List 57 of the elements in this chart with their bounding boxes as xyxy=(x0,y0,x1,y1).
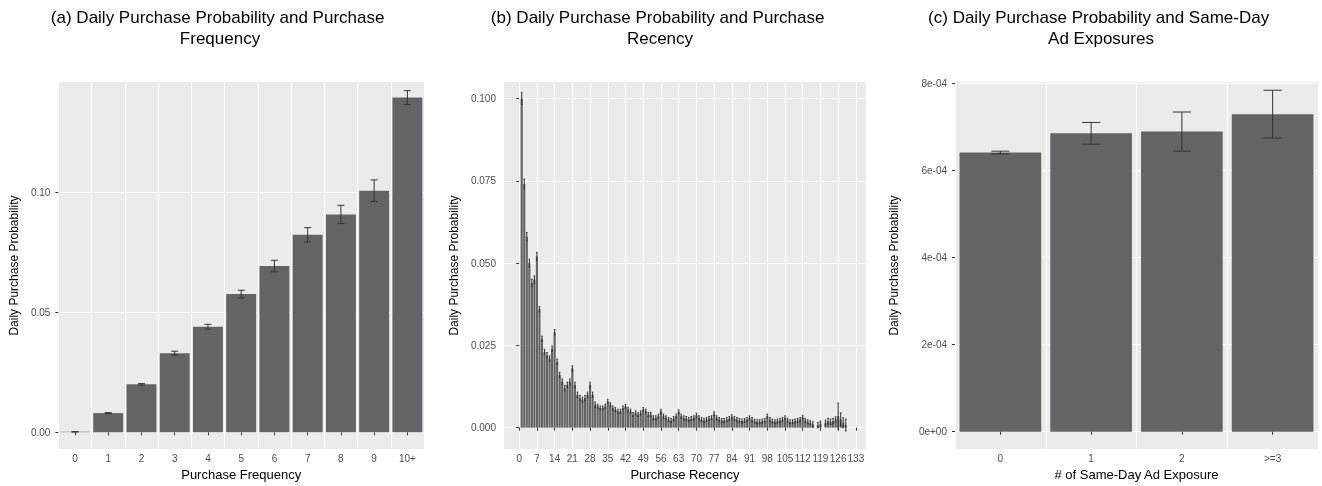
x-tick-label: 8 xyxy=(338,452,345,464)
x-tick-label: 70 xyxy=(690,452,703,464)
chart-title: (a) Daily Purchase Probability and Purchase Frequency xyxy=(50,8,390,48)
y-axis-title: Daily Purchase Probability xyxy=(447,195,461,336)
chart-title: (c) Daily Purchase Probability and Same-Day Ad Exposures xyxy=(928,8,1274,48)
x-tick-label: 84 xyxy=(726,452,738,464)
x-tick-label: 0 xyxy=(72,452,79,464)
x-tick-label: 3 xyxy=(171,452,178,464)
x-tick-label: 7 xyxy=(534,452,541,464)
chart-title: (b) Daily Purchase Probability and Purchase Recency xyxy=(490,8,830,48)
x-tick-label: 9 xyxy=(371,452,378,464)
x-tick-label: 98 xyxy=(761,452,774,464)
y-tick-label: 0.050 xyxy=(470,257,497,269)
x-tick-label: 126 xyxy=(829,452,847,464)
y-tick-label: 0.10 xyxy=(30,186,51,198)
x-axis-title: Purchase Recency xyxy=(630,467,741,482)
y-tick-label: 8e-04 xyxy=(921,78,948,90)
x-tick-label: 91 xyxy=(743,452,756,464)
y-tick-label: 0.075 xyxy=(470,175,497,187)
y-tick-label: 0.00 xyxy=(30,426,51,438)
x-tick-label: 2 xyxy=(138,452,145,464)
x-tick-label: 49 xyxy=(637,452,650,464)
y-tick-label: 0.025 xyxy=(470,339,497,351)
x-tick-label: 0 xyxy=(997,452,1004,464)
y-tick-label: 0.05 xyxy=(30,306,51,318)
y-tick-label: 0e+00 xyxy=(918,426,948,438)
x-tick-label: 10+ xyxy=(398,452,417,464)
x-tick-label: 0 xyxy=(516,452,523,464)
x-tick-label: 4 xyxy=(205,452,212,464)
x-axis-title: # of Same-Day Ad Exposure xyxy=(1054,467,1219,482)
x-tick-label: 28 xyxy=(584,452,597,464)
x-tick-label: 1 xyxy=(105,452,112,464)
x-tick-label: 112 xyxy=(794,452,812,464)
y-tick-label: 0.000 xyxy=(470,422,497,434)
x-tick-label: 7 xyxy=(304,452,311,464)
x-tick-label: 35 xyxy=(602,452,614,464)
y-tick-label: 2e-04 xyxy=(921,339,948,351)
x-tick-label: 77 xyxy=(708,452,721,464)
x-tick-label: 2 xyxy=(1179,452,1186,464)
x-tick-label: 6 xyxy=(271,452,278,464)
x-tick-label: 14 xyxy=(549,452,561,464)
x-tick-label: 119 xyxy=(812,452,829,464)
x-tick-label: 5 xyxy=(238,452,245,464)
y-axis-title: Daily Purchase Probability xyxy=(7,195,21,336)
x-tick-label: 63 xyxy=(673,452,685,464)
y-tick-label: 0.100 xyxy=(470,92,497,104)
x-axis-title: Purchase Frequency xyxy=(181,467,302,482)
x-tick-label: 21 xyxy=(566,452,579,464)
x-tick-label: >=3 xyxy=(1264,452,1282,464)
x-tick-label: 56 xyxy=(655,452,667,464)
x-tick-label: 133 xyxy=(847,452,865,464)
y-tick-label: 4e-04 xyxy=(921,252,948,264)
y-axis-title: Daily Purchase Probability xyxy=(887,195,901,336)
x-tick-label: 105 xyxy=(776,452,794,464)
y-tick-label: 6e-04 xyxy=(921,165,948,177)
x-tick-label: 42 xyxy=(619,452,632,464)
x-tick-label: 1 xyxy=(1088,452,1095,464)
